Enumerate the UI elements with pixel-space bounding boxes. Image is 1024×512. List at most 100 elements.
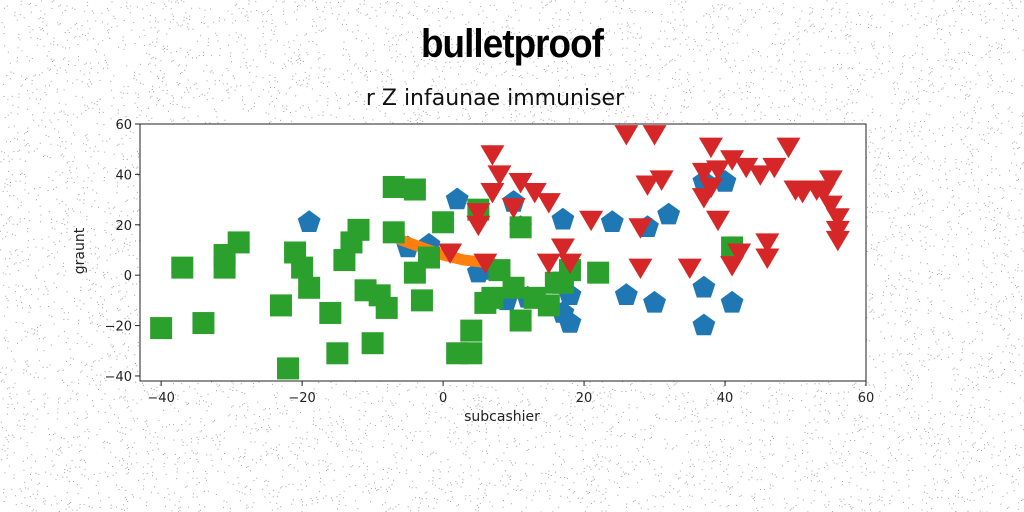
y-tick-label: −20: [105, 320, 132, 335]
triangle-point: [522, 183, 547, 204]
square-point: [509, 216, 532, 239]
square-point: [347, 218, 370, 241]
plot-frame: [139, 123, 867, 382]
triangle-point: [776, 137, 801, 159]
triangle-point: [642, 125, 667, 146]
x-tick-label: 0: [439, 391, 447, 406]
square-point: [403, 178, 426, 201]
triangle-point: [501, 198, 526, 219]
x-axis-label: subcashier: [464, 409, 540, 425]
square-point: [587, 261, 610, 284]
triangle-point: [720, 150, 745, 171]
data-marks: [150, 125, 850, 380]
triangle-point: [466, 215, 491, 237]
triangle-point: [557, 253, 582, 274]
square-point: [171, 256, 194, 279]
square-point: [333, 249, 356, 272]
triangle-point: [635, 175, 660, 196]
square-point: [269, 294, 292, 317]
square-point: [326, 342, 349, 365]
square-point: [460, 342, 483, 365]
triangle-point: [748, 165, 773, 186]
triangle-point: [473, 253, 498, 274]
square-point: [227, 231, 250, 254]
x-tick-label: −40: [147, 391, 174, 406]
chart-subtitle: r Z infaunae immuniser: [365, 86, 625, 111]
triangle-point: [734, 157, 759, 179]
pentagon-point: [692, 313, 716, 336]
square-point: [375, 296, 398, 319]
square-point: [509, 309, 532, 332]
y-tick-label: −40: [105, 370, 132, 385]
triangle-point: [790, 183, 815, 204]
triangle-point: [698, 137, 723, 159]
triangle-point: [438, 243, 463, 264]
square-point: [382, 221, 405, 244]
triangle-point: [614, 125, 639, 146]
triangle-point: [762, 157, 787, 179]
pentagon-point: [445, 187, 469, 210]
pentagon-point: [692, 275, 716, 298]
triangle-point: [818, 195, 843, 217]
square-point: [502, 276, 525, 299]
square-point: [319, 301, 342, 324]
square-point: [410, 289, 433, 312]
triangle-point: [691, 162, 716, 184]
triangle-point: [487, 165, 512, 186]
x-tick-label: 40: [717, 391, 734, 406]
square-point: [291, 256, 314, 279]
triangle-point: [649, 170, 674, 191]
x-tick-label: 20: [576, 391, 593, 406]
square-point: [382, 175, 405, 198]
pentagon-point: [720, 290, 744, 313]
y-tick-label: 60: [115, 118, 132, 133]
triangle-point: [705, 160, 730, 181]
triangle-point: [536, 253, 561, 274]
triangle-point: [536, 193, 561, 214]
square-point: [460, 319, 483, 342]
triangle-point: [550, 238, 575, 259]
square-point: [192, 312, 215, 335]
triangle-point: [698, 177, 723, 199]
square-point: [432, 211, 455, 234]
triangle-point: [755, 233, 780, 254]
x-tick-label: 60: [858, 391, 875, 406]
square-point: [488, 259, 511, 282]
chart-title: bulletproof: [420, 22, 604, 66]
pentagon-point: [600, 210, 624, 232]
triangle-point: [628, 258, 653, 280]
triangle-point: [480, 183, 505, 204]
triangle-point: [727, 243, 752, 264]
pentagon-point: [558, 311, 582, 333]
triangle-point: [628, 218, 653, 239]
square-point: [361, 332, 384, 355]
pentagon-point: [614, 283, 638, 305]
pentagon-point: [297, 210, 321, 232]
pentagon-point: [657, 202, 681, 225]
x-tick-label: −20: [288, 391, 315, 406]
triangle-point: [466, 203, 491, 224]
triangle-point: [480, 145, 505, 166]
triangle-point: [825, 208, 850, 229]
pentagon-point: [551, 207, 575, 230]
triangle-point: [818, 170, 843, 191]
triangle-point: [579, 210, 604, 232]
triangle-point: [677, 258, 702, 280]
y-axis-label: graunt: [72, 227, 88, 274]
y-tick-label: 40: [115, 168, 132, 183]
triangle-point: [705, 210, 730, 232]
square-point: [481, 286, 504, 309]
triangle-point: [755, 248, 780, 269]
triangle-point: [508, 172, 533, 194]
square-point: [277, 357, 300, 380]
y-tick-label: 0: [124, 269, 132, 284]
axes: −40 −20 0 20 40 60 −40 −20 0 20 40 60: [105, 118, 875, 406]
square-point: [537, 294, 560, 317]
y-tick-label: 20: [115, 219, 132, 234]
square-point: [213, 256, 236, 279]
square-point: [417, 246, 440, 269]
square-point: [298, 276, 321, 299]
square-point: [150, 317, 173, 340]
pentagon-point: [643, 290, 666, 313]
